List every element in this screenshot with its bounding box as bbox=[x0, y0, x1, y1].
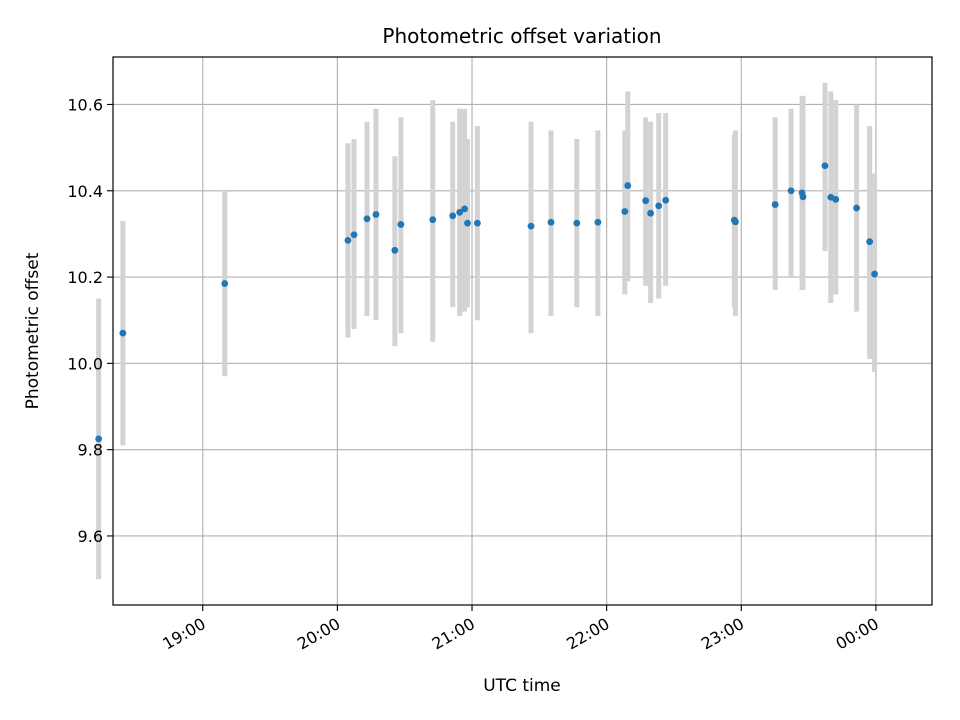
data-point bbox=[461, 205, 469, 213]
data-point bbox=[655, 202, 663, 210]
data-point bbox=[866, 238, 874, 246]
data-point bbox=[449, 212, 457, 220]
plot-frame bbox=[112, 56, 933, 606]
data-point bbox=[372, 211, 380, 218]
data-point bbox=[787, 187, 795, 195]
data-point bbox=[642, 197, 650, 205]
data-point bbox=[799, 193, 807, 201]
y-tick-label: 10.6 bbox=[67, 95, 103, 114]
y-tick-label: 9.6 bbox=[78, 527, 103, 546]
data-points bbox=[95, 162, 878, 443]
data-point bbox=[647, 209, 655, 217]
y-tick-label: 10.4 bbox=[67, 182, 103, 201]
data-point bbox=[344, 236, 352, 244]
data-point bbox=[771, 201, 779, 208]
data-point bbox=[853, 204, 861, 212]
data-point bbox=[594, 218, 602, 226]
data-point bbox=[871, 270, 878, 278]
data-point bbox=[464, 219, 471, 227]
data-point bbox=[662, 196, 670, 204]
data-point bbox=[473, 219, 481, 227]
data-point bbox=[350, 231, 358, 239]
data-point bbox=[547, 218, 555, 226]
data-point bbox=[456, 208, 464, 216]
y-axis-label: Photometric offset bbox=[23, 252, 43, 409]
data-point bbox=[221, 280, 229, 287]
x-axis-label: UTC time bbox=[483, 676, 561, 696]
y-axis-ticks: 9.6 9.8 10.0 10.2 10.4 10.6 bbox=[67, 95, 113, 546]
chart-title: Photometric offset variation bbox=[382, 24, 661, 48]
y-tick-label: 10.0 bbox=[67, 354, 103, 373]
data-point bbox=[624, 182, 632, 189]
data-point bbox=[832, 195, 840, 203]
data-point bbox=[821, 162, 829, 170]
data-point bbox=[621, 208, 629, 215]
data-point bbox=[527, 222, 535, 230]
data-point bbox=[363, 215, 371, 223]
data-point bbox=[119, 329, 127, 337]
y-tick-label: 10.2 bbox=[67, 268, 103, 287]
y-tick-label: 9.8 bbox=[78, 441, 103, 460]
data-point bbox=[429, 216, 437, 224]
data-point bbox=[397, 221, 405, 228]
data-point bbox=[391, 246, 399, 254]
data-point bbox=[95, 435, 103, 443]
data-point bbox=[573, 219, 581, 227]
data-point bbox=[732, 218, 739, 226]
